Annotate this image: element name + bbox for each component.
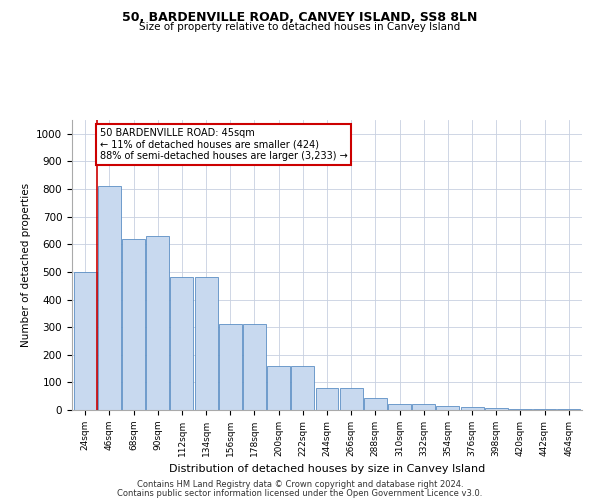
Bar [146,236,169,410]
Bar [388,404,411,410]
Text: 50 BARDENVILLE ROAD: 45sqm
← 11% of detached houses are smaller (424)
88% of sem: 50 BARDENVILLE ROAD: 45sqm ← 11% of deta… [100,128,347,162]
Bar [170,278,193,410]
Bar [485,408,508,410]
Bar [412,404,435,410]
Bar [340,388,362,410]
Bar [461,407,484,410]
Text: Contains HM Land Registry data © Crown copyright and database right 2024.: Contains HM Land Registry data © Crown c… [137,480,463,489]
Bar [316,388,338,410]
Text: Size of property relative to detached houses in Canvey Island: Size of property relative to detached ho… [139,22,461,32]
Bar [122,239,145,410]
Bar [509,408,532,410]
Bar [436,406,460,410]
Bar [292,366,314,410]
Text: 50, BARDENVILLE ROAD, CANVEY ISLAND, SS8 8LN: 50, BARDENVILLE ROAD, CANVEY ISLAND, SS8… [122,11,478,24]
Bar [219,324,242,410]
Y-axis label: Number of detached properties: Number of detached properties [20,183,31,347]
Bar [98,186,121,410]
Bar [267,366,290,410]
Bar [243,324,266,410]
Bar [194,278,218,410]
X-axis label: Distribution of detached houses by size in Canvey Island: Distribution of detached houses by size … [169,464,485,474]
Text: Contains public sector information licensed under the Open Government Licence v3: Contains public sector information licen… [118,488,482,498]
Bar [364,398,387,410]
Bar [74,272,97,410]
